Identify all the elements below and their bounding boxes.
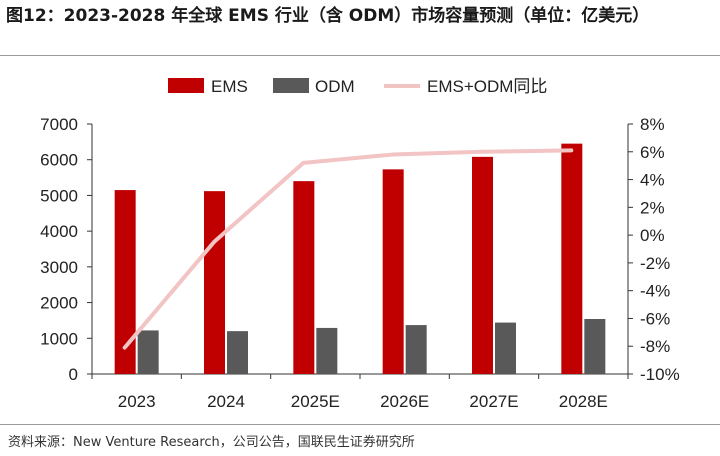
left-y-tick-label: 7000 [40, 115, 78, 134]
ems-bar [382, 169, 404, 374]
ems-bar [114, 190, 136, 374]
right-y-tick-label: -6% [640, 309, 670, 328]
legend-label-ems: EMS [211, 77, 248, 96]
ems-bar [204, 191, 225, 374]
right-y-tick-label: 6% [640, 143, 665, 162]
right-y-tick-label: 4% [640, 171, 665, 190]
left-y-tick-label: 4000 [40, 222, 78, 241]
right-y-tick-label: -4% [640, 282, 670, 301]
right-y-tick-label: 2% [640, 198, 665, 217]
ems-bar [561, 143, 583, 374]
odm-bar [405, 325, 427, 374]
chart-title-block: 图12：2023-2028 年全球 EMS 行业（含 ODM）市场容量预测（单位… [6, 4, 714, 28]
odm-bar [584, 319, 606, 374]
x-tick-label: 2025E [291, 392, 340, 411]
left-y-tick-label: 1000 [40, 329, 78, 348]
left-y-tick-label: 5000 [40, 186, 78, 205]
legend-label-yoy: EMS+ODM同比 [427, 77, 547, 96]
x-tick-label: 2023 [118, 392, 156, 411]
source-note: 资料来源：New Venture Research，公司公告，国联民生证券研究所 [8, 435, 415, 450]
x-tick-label: 2026E [380, 392, 429, 411]
legend-swatch-odm [273, 78, 309, 93]
legend-swatch-ems [168, 78, 204, 93]
ems-bar [472, 156, 493, 374]
x-tick-label: 2027E [469, 392, 518, 411]
odm-bar [495, 322, 516, 374]
odm-bar [227, 331, 248, 374]
chart-title: 图12：2023-2028 年全球 EMS 行业（含 ODM）市场容量预测（单位… [6, 6, 650, 26]
odm-bar [137, 330, 159, 374]
left-y-tick-label: 2000 [40, 294, 78, 313]
x-tick-label: 2028E [559, 392, 608, 411]
odm-bar [316, 327, 338, 374]
left-y-tick-label: 0 [69, 365, 78, 384]
right-y-tick-label: -8% [640, 337, 670, 356]
left-y-tick-label: 3000 [40, 258, 78, 277]
chart-canvas: 0 1000 2000 3000 4000 5000 6000 7000 -10% -8% -6% -… [40, 77, 680, 411]
ems-bar [293, 181, 315, 374]
right-y-tick-label: -10% [640, 365, 680, 384]
right-y-tick-label: -2% [640, 254, 670, 273]
right-y-tick-label: 8% [640, 115, 665, 134]
footer-divider [0, 424, 720, 425]
legend-label-odm: ODM [315, 77, 355, 96]
right-y-tick-label: 0% [640, 226, 665, 245]
yoy-line [122, 148, 574, 350]
title-divider [0, 55, 720, 56]
x-tick-label: 2024 [207, 392, 245, 411]
left-y-tick-label: 6000 [40, 151, 78, 170]
